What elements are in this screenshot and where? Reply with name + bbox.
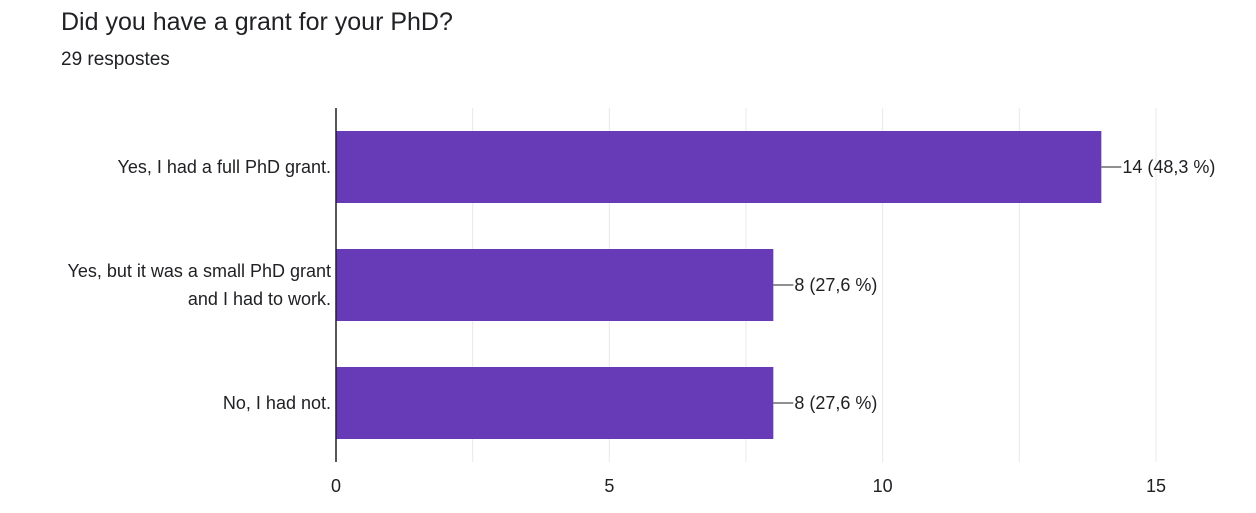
- bar: [336, 367, 774, 439]
- value-label: 8 (27,6 %): [794, 393, 877, 413]
- bar: [336, 249, 774, 321]
- response-count: 29 respostes: [61, 49, 170, 70]
- category-label: No, I had not.: [223, 393, 331, 413]
- value-label: 14 (48,3 %): [1122, 157, 1215, 177]
- category-label: and I had to work.: [188, 289, 331, 309]
- category-label: Yes, but it was a small PhD grant: [68, 261, 331, 281]
- x-tick-label: 10: [873, 476, 893, 496]
- value-label: 8 (27,6 %): [794, 275, 877, 295]
- labels: 14 (48,3 %) Yes, I had a full PhD grant. 8…: [68, 157, 1216, 496]
- category-label: Yes, I had a full PhD grant.: [118, 157, 331, 177]
- chart-title: Did you have a grant for your PhD?: [61, 8, 453, 36]
- bar: [336, 131, 1102, 203]
- x-tick-label: 0: [331, 476, 341, 496]
- x-tick-label: 5: [604, 476, 614, 496]
- x-tick-label: 15: [1146, 476, 1166, 496]
- bars: [336, 131, 1102, 439]
